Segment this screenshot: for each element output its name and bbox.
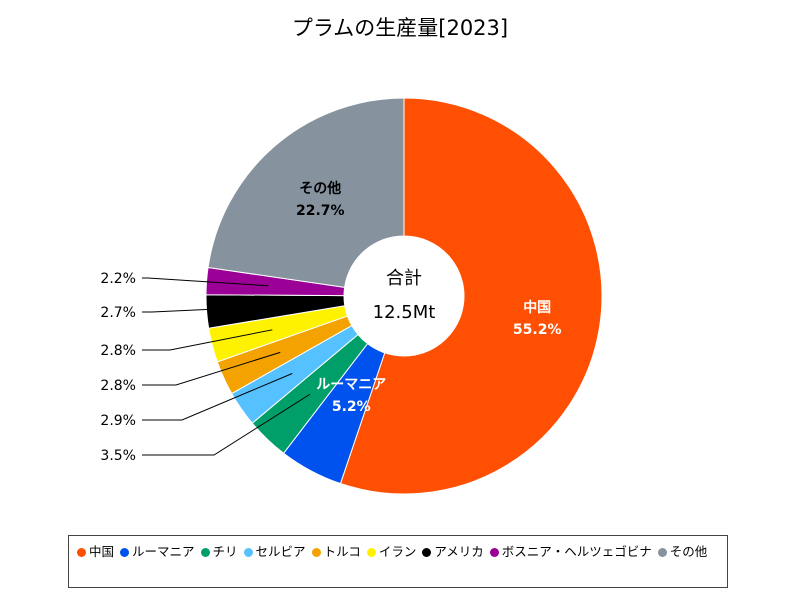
legend-item-2: チリ <box>200 542 238 562</box>
slice-value-label-3: 2.9% <box>100 413 136 429</box>
legend-label-2: チリ <box>212 544 238 559</box>
legend-item-4: トルコ <box>311 542 361 562</box>
legend-label-4: トルコ <box>323 544 361 559</box>
legend: 中国 ルーマニア チリ セルビア トルコ イラン アメリカ ボスニア・ヘルツェゴビナ その他 <box>68 535 728 588</box>
pie-slice-8 <box>207 97 405 288</box>
slice-value-label-8: 22.7% <box>296 203 345 219</box>
slice-name-label-1: ルーマニア <box>316 377 386 393</box>
legend-item-3: セルビア <box>243 542 306 562</box>
legend-marker-6 <box>422 548 432 557</box>
center-value: 12.5Mt <box>373 302 436 323</box>
legend-item-7: ボスニア・ヘルツェゴビナ <box>489 542 652 562</box>
pie-slice-0 <box>339 97 603 495</box>
slice-value-label-2: 3.5% <box>100 448 136 464</box>
slice-value-label-4: 2.8% <box>100 378 136 394</box>
leader-line-7 <box>142 277 269 287</box>
slice-value-label-1: 5.2% <box>332 399 371 415</box>
legend-marker-3 <box>243 548 253 557</box>
leader-line-3 <box>142 373 293 421</box>
legend-label-6: アメリカ <box>434 544 484 559</box>
legend-label-1: ルーマニア <box>132 544 195 559</box>
legend-marker-2 <box>200 548 210 557</box>
chart-title: プラムの生産量[2023] <box>291 16 509 40</box>
leader-line-4 <box>142 351 281 386</box>
legend-label-7: ボスニア・ヘルツェゴビナ <box>501 544 652 559</box>
leader-line-2 <box>142 393 311 456</box>
center-label: 合計 <box>386 268 422 289</box>
slice-name-label-0: 中国 <box>523 299 551 316</box>
legend-item-1: ルーマニア <box>120 542 195 562</box>
slice-value-label-5: 2.8% <box>100 343 136 359</box>
legend-marker-0 <box>77 548 86 557</box>
legend-item-6: アメリカ <box>422 542 484 562</box>
legend-item-0: 中国 <box>77 542 114 562</box>
legend-item-5: イラン <box>366 542 417 562</box>
slice-name-label-8: その他 <box>299 180 341 197</box>
slice-value-label-7: 2.2% <box>100 271 136 287</box>
leader-line-6 <box>142 306 269 313</box>
legend-marker-5 <box>366 548 376 557</box>
legend-marker-8 <box>657 548 667 557</box>
slice-value-label-6: 2.7% <box>100 305 136 321</box>
slice-value-label-0: 55.2% <box>513 322 562 338</box>
legend-marker-7 <box>489 548 499 557</box>
legend-label-8: その他 <box>669 544 708 559</box>
legend-marker-1 <box>120 548 130 557</box>
leader-line-5 <box>142 329 273 351</box>
legend-label-3: セルビア <box>255 544 306 559</box>
legend-label-0: 中国 <box>89 544 115 559</box>
legend-item-8: その他 <box>657 542 708 562</box>
legend-marker-4 <box>311 548 321 557</box>
legend-label-5: イラン <box>378 544 417 559</box>
